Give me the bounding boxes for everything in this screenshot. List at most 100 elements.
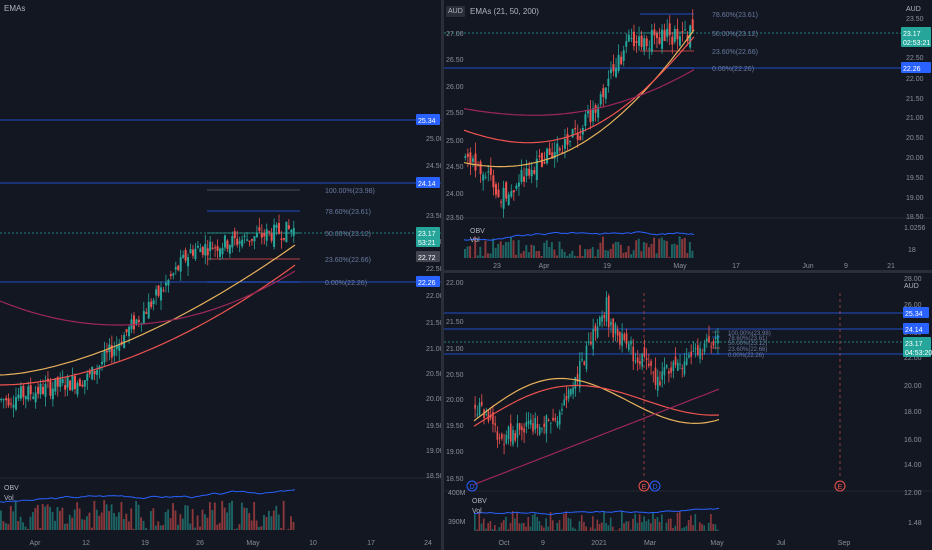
candle-body (199, 248, 202, 253)
candle-body (636, 357, 639, 363)
volume-bar (476, 529, 478, 531)
volume-bar (115, 516, 118, 530)
volume-bar (630, 254, 633, 258)
left-chart-pane[interactable]: EMAs 100.00%(23.98) 78.60%(23.61) 50.00%(2… (0, 0, 441, 550)
volume-bar (108, 511, 111, 530)
volume-bar (598, 523, 601, 531)
left-x-tick: 26 (196, 540, 204, 547)
right-top-indicator-title[interactable]: EMAs (21, 50, 200) (470, 7, 539, 16)
rb-x-tick: Mar (644, 540, 657, 547)
candle-body (56, 377, 59, 387)
candle-body (150, 301, 153, 307)
candle-body (630, 37, 633, 39)
rt-y-tick-right: 21.00 (906, 115, 924, 122)
right-bottom-currency: AUD (904, 283, 919, 290)
rt-y-tick-right: 20.50 (906, 135, 924, 142)
rb-fib-label: 100.00%(23.98) (728, 331, 771, 337)
event-marker-circle (649, 480, 661, 492)
candle-body (206, 248, 209, 256)
candle-body (91, 367, 94, 380)
candle-body (223, 235, 226, 248)
rb-x-tick: Sep (838, 540, 851, 547)
candle-body (609, 69, 612, 74)
volume-bar (554, 530, 556, 531)
candle-body (632, 346, 635, 362)
volume-bar (616, 530, 619, 531)
candle-body (551, 152, 554, 159)
candle-body (574, 127, 577, 130)
volume-bar (255, 520, 258, 530)
candle-body (535, 158, 538, 181)
volume-bar (563, 251, 566, 258)
volume-bar (68, 514, 71, 530)
rt-fib-label: 23.60%(22.66) (712, 49, 758, 56)
volume-bar (7, 524, 10, 530)
left-price-chart[interactable]: 100.00%(23.98) 78.60%(23.61) 50.00%(23.12)… (0, 0, 441, 550)
candle-body (532, 423, 534, 432)
rb-ema50 (473, 384, 720, 427)
right-top-price-chart[interactable]: 78.60%(23.61) 50.00%(23.12) 23.60%(22.66) 0… (444, 0, 932, 270)
candle-body (64, 385, 67, 390)
volume-bar (594, 528, 596, 531)
volume-bar (517, 240, 520, 258)
volume-bar (83, 519, 86, 530)
volume-bar (159, 525, 162, 530)
volume-bar (658, 521, 661, 531)
candle-body (714, 337, 717, 340)
volume-bar (641, 522, 643, 531)
volume-bar (534, 513, 536, 531)
volume-bar (515, 254, 518, 258)
candle-body (507, 426, 510, 440)
right-top-chart-pane[interactable]: EMAs (21, 50, 200) AUD AUD 78.60%(23.61)… (444, 0, 932, 270)
candle-body (280, 238, 283, 241)
pane-divider-horizontal[interactable] (444, 270, 932, 273)
candle-body (652, 372, 655, 374)
volume-bar (533, 245, 535, 258)
volume-bar (558, 520, 561, 531)
rt-y-tick-right: 18.50 (906, 214, 924, 221)
candle-body (103, 350, 106, 363)
volume-bar (504, 242, 507, 258)
candle-body (216, 246, 219, 251)
candle-body (581, 359, 583, 361)
candle-body (699, 348, 701, 359)
right-bottom-chart-pane[interactable]: AUD 100.00%(23.98) 78.60%(23.61) 50.00%(23… (444, 273, 932, 550)
volume-bar (24, 526, 27, 530)
volume-bar (536, 517, 538, 531)
volume-bar (487, 523, 489, 531)
candle-body (145, 312, 148, 314)
candle-body (93, 370, 96, 375)
volume-bar (272, 510, 275, 530)
volume-bar (653, 237, 656, 258)
candle-body (612, 318, 615, 338)
candle-body (105, 350, 108, 353)
pane-divider-vertical[interactable] (441, 0, 444, 550)
volume-bar (635, 240, 638, 258)
rb-y-tick-left: 18.50 (446, 476, 464, 483)
left-indicator-title[interactable]: EMAs (4, 4, 26, 13)
volume-bar (157, 521, 160, 530)
volume-bar (609, 517, 612, 531)
candle-body (648, 363, 650, 366)
candle-body (238, 241, 241, 244)
volume-bar (658, 238, 661, 258)
event-marker-circle (834, 480, 846, 492)
candle-body (554, 418, 557, 421)
right-top-currency-right: AUD (906, 6, 921, 13)
candle-body (191, 249, 194, 256)
candle-body (110, 345, 113, 358)
volume-bar (531, 514, 534, 531)
candle-body (494, 184, 497, 195)
volume-bar (267, 510, 270, 530)
right-bottom-price-chart[interactable]: 100.00%(23.98)78.60%(23.61)50.00%(23.12)… (444, 273, 932, 550)
volume-bar (516, 512, 518, 531)
rb-x-tick: 9 (541, 540, 545, 547)
candle-body (86, 373, 89, 381)
volume-bar (211, 510, 214, 530)
volume-bar (474, 513, 476, 531)
candle-body (474, 153, 477, 171)
candle-body (211, 247, 214, 249)
volume-bar (520, 253, 523, 258)
candle-body (640, 35, 643, 47)
candle-body (147, 302, 150, 319)
